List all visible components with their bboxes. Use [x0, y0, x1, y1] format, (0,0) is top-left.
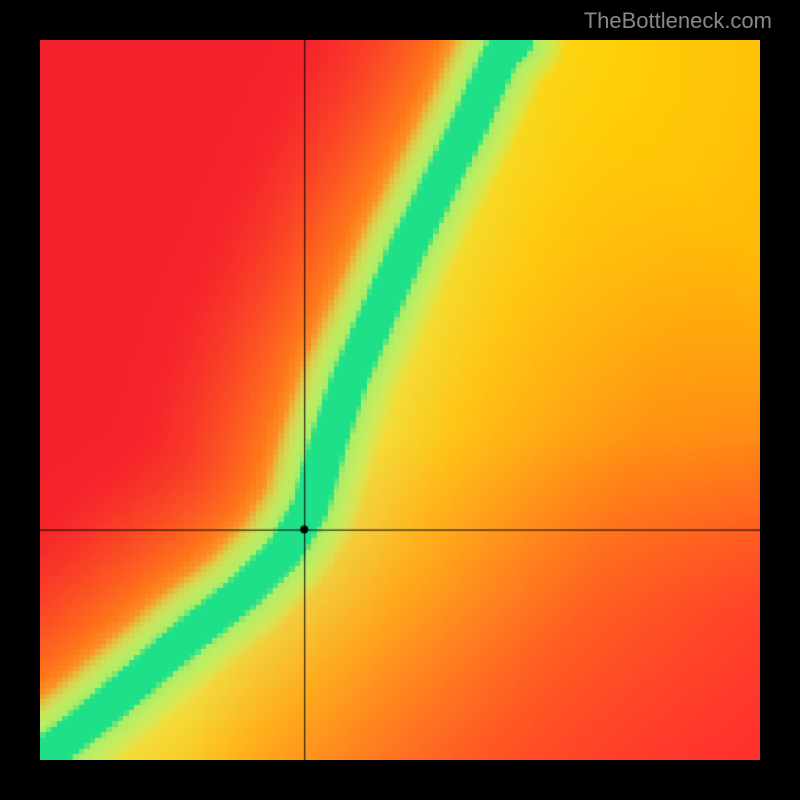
- heatmap-canvas: [40, 40, 760, 760]
- bottleneck-heatmap: [40, 40, 760, 760]
- watermark-text: TheBottleneck.com: [584, 8, 772, 34]
